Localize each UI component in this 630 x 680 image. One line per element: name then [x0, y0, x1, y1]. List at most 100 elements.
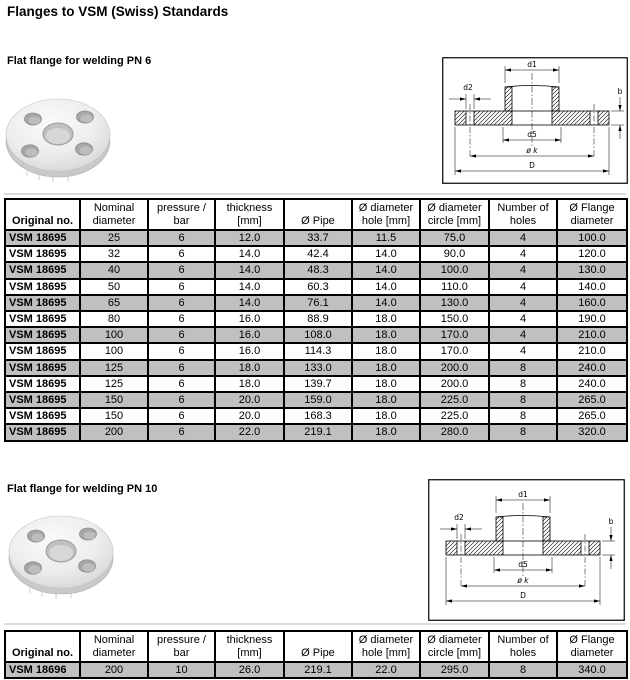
cell: 225.0: [419, 407, 490, 426]
table-row: VSM 18695 100 6 16.0 108.0 18.0 170.0 4 210.0: [4, 326, 628, 345]
header-row: Original no. Nominal diameter pressure / b…: [4, 198, 628, 231]
row-label: VSM 18696: [4, 660, 81, 680]
cell: 150: [79, 407, 149, 426]
cell: 150: [79, 391, 149, 410]
cell: 18.0: [351, 342, 421, 361]
cell: 25: [79, 228, 149, 248]
row-label: VSM 18695: [4, 358, 81, 377]
cell: 11.5: [351, 228, 421, 248]
table-row: VSM 18695 50 6 14.0 60.3 14.0 110.0 4 140.0: [4, 277, 628, 296]
cell: 265.0: [556, 407, 628, 426]
row-label: VSM 18695: [4, 245, 81, 264]
cell: 210.0: [556, 326, 628, 345]
cell: 6: [147, 277, 216, 296]
cell: 100.0: [419, 261, 490, 280]
cell: 125: [79, 374, 149, 394]
cell: 4: [488, 342, 558, 361]
cell: 100: [79, 342, 149, 361]
cell: 125: [79, 358, 149, 377]
cell: 6: [147, 391, 216, 410]
cell: 100.0: [556, 228, 628, 248]
cell: 88.9: [283, 310, 353, 329]
cell: 190.0: [556, 310, 628, 329]
table-row: VSM 18696 200 10 26.0 219.1 22.0 295.0 8 340.0: [4, 660, 628, 680]
cell: 6: [147, 261, 216, 280]
cell: 20.0: [214, 407, 285, 426]
column-header: thickness [mm]: [214, 630, 285, 663]
row-label: VSM 18695: [4, 407, 81, 426]
section-pn6-heading: Flat flange for welding PN 6: [7, 55, 152, 67]
cell: 6: [147, 228, 216, 248]
cell: 22.0: [214, 423, 285, 442]
cell: 14.0: [351, 245, 421, 264]
cell: 219.1: [283, 423, 353, 442]
cell: 20.0: [214, 391, 285, 410]
cell: 140.0: [556, 277, 628, 296]
page-title: Flanges to VSM (Swiss) Standards: [7, 4, 229, 19]
table-row: VSM 18695 150 6 20.0 168.3 18.0 225.0 8 265.0: [4, 407, 628, 426]
flange-table-pn10: Original no. Nominal diameter pressure / b…: [4, 630, 628, 680]
header-row: Original no. Nominal diameter pressure / b…: [4, 630, 628, 663]
cell: 65: [79, 293, 149, 313]
cell: 320.0: [556, 423, 628, 442]
cell: 240.0: [556, 374, 628, 394]
column-header: Ø diameter circle [mm]: [419, 630, 490, 663]
cell: 16.0: [214, 310, 285, 329]
cell: 6: [147, 358, 216, 377]
cell: 60.3: [283, 277, 353, 296]
column-header: pressure / bar: [147, 630, 216, 663]
cell: 18.0: [351, 374, 421, 394]
cell: 14.0: [351, 277, 421, 296]
cell: 200.0: [419, 374, 490, 394]
cell: 12.0: [214, 228, 285, 248]
cell: 32: [79, 245, 149, 264]
cell: 50: [79, 277, 149, 296]
cell: 4: [488, 261, 558, 280]
flange-photo-pn10: [8, 515, 114, 600]
cell: 33.7: [283, 228, 353, 248]
cell: 265.0: [556, 391, 628, 410]
cell: 18.0: [351, 358, 421, 377]
cell: 18.0: [351, 310, 421, 329]
table-row: VSM 18695 40 6 14.0 48.3 14.0 100.0 4 130.0: [4, 261, 628, 280]
cell: 280.0: [419, 423, 490, 442]
cell: 8: [488, 391, 558, 410]
column-header: Ø diameter circle [mm]: [419, 198, 490, 231]
cell: 295.0: [419, 660, 490, 680]
table-row: VSM 18695 25 6 12.0 33.7 11.5 75.0 4 100.0: [4, 228, 628, 248]
table-row: VSM 18695 125 6 18.0 133.0 18.0 200.0 8 240.0: [4, 358, 628, 377]
column-header: Nominal diameter: [79, 198, 149, 231]
table-row: VSM 18695 150 6 20.0 159.0 18.0 225.0 8 265.0: [4, 391, 628, 410]
cell: 8: [488, 660, 558, 680]
cell: 130.0: [556, 261, 628, 280]
cell: 240.0: [556, 358, 628, 377]
table-row: VSM 18695 65 6 14.0 76.1 14.0 130.0 4 160.0: [4, 293, 628, 313]
cell: 26.0: [214, 660, 285, 680]
column-header: Ø Pipe: [283, 198, 353, 231]
row-label: VSM 18695: [4, 391, 81, 410]
cell: 4: [488, 228, 558, 248]
column-header: Ø diameter hole [mm]: [351, 630, 421, 663]
table-row: VSM 18695 100 6 16.0 114.3 18.0 170.0 4 210.0: [4, 342, 628, 361]
cell: 150.0: [419, 310, 490, 329]
column-header: Number of holes: [488, 630, 558, 663]
cell: 340.0: [556, 660, 628, 680]
cell: 8: [488, 407, 558, 426]
cell: 8: [488, 374, 558, 394]
cell: 22.0: [351, 660, 421, 680]
separator-line: [4, 193, 626, 195]
row-label: VSM 18695: [4, 310, 81, 329]
flange-photo-pn6: [5, 98, 111, 183]
table-row: VSM 18695 200 6 22.0 219.1 18.0 280.0 8 320.0: [4, 423, 628, 442]
cell: 6: [147, 245, 216, 264]
cell: 16.0: [214, 342, 285, 361]
row-label: VSM 18695: [4, 342, 81, 361]
column-header: Nominal diameter: [79, 630, 149, 663]
cell: 75.0: [419, 228, 490, 248]
cell: 168.3: [283, 407, 353, 426]
column-header: Ø Pipe: [283, 630, 353, 663]
column-header: Number of holes: [488, 198, 558, 231]
cell: 200.0: [419, 358, 490, 377]
cell: 120.0: [556, 245, 628, 264]
column-header: Ø diameter hole [mm]: [351, 198, 421, 231]
